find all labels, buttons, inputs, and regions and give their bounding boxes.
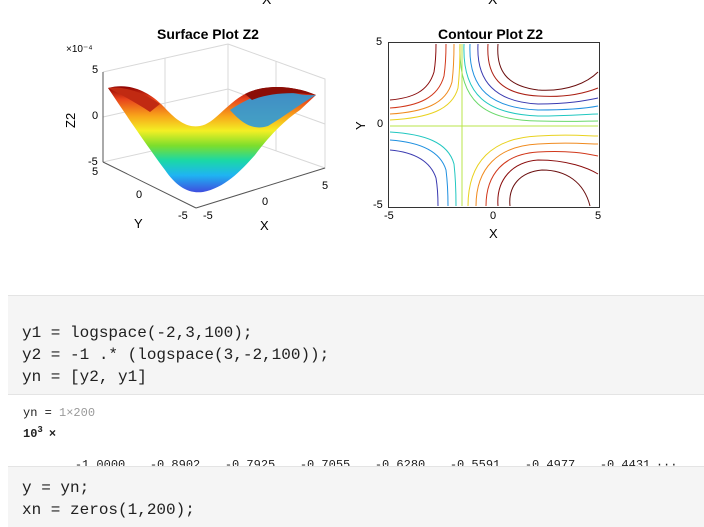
surface-x-tick: 5: [322, 180, 329, 192]
contour-x-tick: 5: [595, 210, 602, 222]
code-line: y2 = -1 .* (logspace(3,-2,100));: [22, 346, 330, 364]
contour-x-tick: -5: [384, 210, 394, 222]
output-header: yn = 1×200: [23, 406, 95, 420]
output-var-name: yn =: [23, 406, 60, 420]
surface-right-edge: [245, 87, 316, 100]
surface-ylabel: Y: [134, 216, 143, 231]
surface-plot-title: Surface Plot Z2: [157, 26, 259, 42]
contour-xlabel: X: [489, 226, 498, 241]
code-line: yn = [y2, y1]: [22, 368, 147, 386]
surface-z-tick: -5: [88, 156, 98, 168]
contour-plot: [388, 42, 600, 208]
surface-y-tick: -5: [178, 210, 188, 222]
output-1: yn = 1×200 103 × -1.0000 -0.8902 -0.7925 -0.…: [8, 396, 704, 472]
contour-x-tick: 0: [490, 210, 497, 222]
surface-axes-front: [102, 72, 326, 209]
scale-base: 10: [23, 427, 38, 441]
surface-left-edge: [108, 87, 160, 112]
surface-x-tick: -5: [203, 210, 213, 222]
surface-plot: [102, 43, 326, 209]
surface-x-tick: 0: [262, 196, 269, 208]
code-line: y1 = logspace(-2,3,100);: [22, 324, 253, 342]
contour-y-tick: 0: [377, 118, 384, 130]
figure-output: Surface Plot Z2 ×10⁻⁴ Z2 5 0 -5 5 0 -5 -…: [0, 0, 704, 262]
scale-suffix: ×: [48, 427, 57, 441]
surface-y-tick: 5: [92, 166, 99, 178]
contour-y-tick: 5: [376, 36, 383, 48]
code-line: xn = zeros(1,200);: [22, 501, 195, 519]
output-dims: 1×200: [59, 406, 96, 420]
output-scale: 103 ×: [23, 425, 56, 441]
code-cell-2[interactable]: y = yn; xn = zeros(1,200);: [8, 466, 704, 527]
code-cell-1[interactable]: y1 = logspace(-2,3,100); y2 = -1 .* (log…: [8, 295, 704, 395]
surface-y-tick: 0: [136, 189, 143, 201]
contour-ylabel: Y: [353, 121, 368, 130]
cropped-label-left: X: [262, 0, 271, 7]
contour-y-tick: -5: [373, 199, 383, 211]
contour-plot-title: Contour Plot Z2: [438, 26, 543, 42]
surface-exponent-label: ×10⁻⁴: [66, 44, 93, 55]
scale-exp: 3: [37, 425, 43, 435]
surface-z-tick: 5: [92, 64, 99, 76]
surface-xlabel: X: [260, 218, 269, 233]
code-line: y = yn;: [22, 479, 90, 497]
surface-z-tick: 0: [92, 110, 99, 122]
cropped-label-right: X: [488, 0, 497, 7]
